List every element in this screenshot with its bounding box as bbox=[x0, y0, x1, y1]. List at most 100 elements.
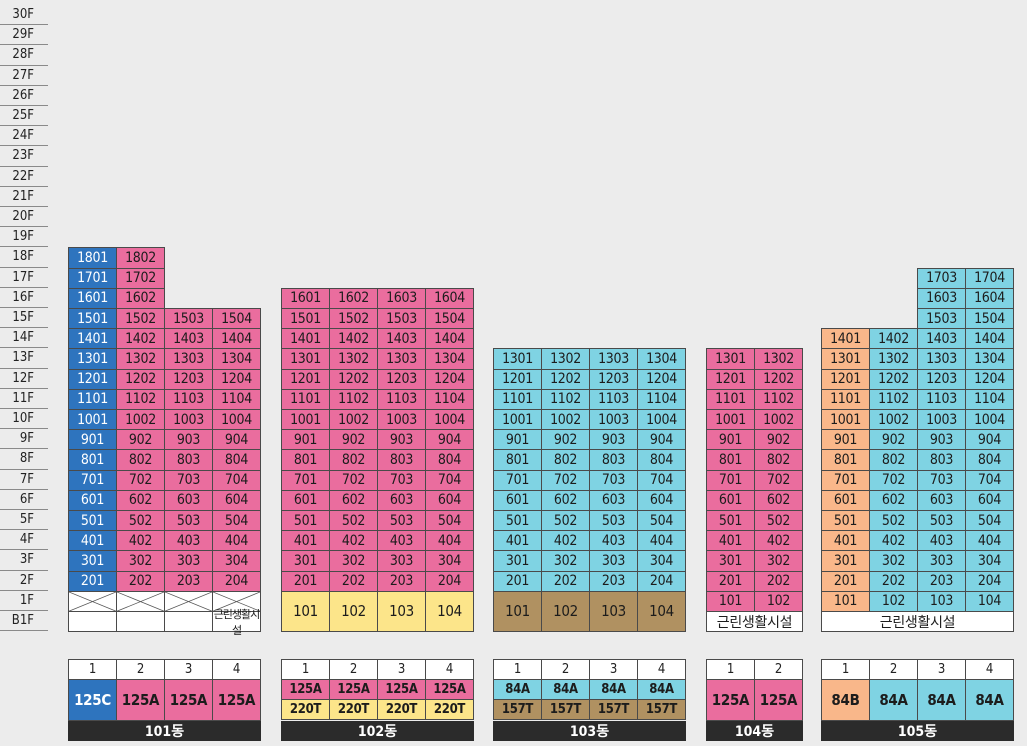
unit-cell[interactable]: 403 bbox=[377, 530, 426, 552]
unit-cell[interactable]: 1004 bbox=[637, 409, 686, 431]
unit-cell[interactable]: 1204 bbox=[212, 368, 261, 390]
unit-cell[interactable]: 702 bbox=[116, 469, 165, 491]
unit-cell[interactable]: 1004 bbox=[425, 409, 474, 431]
unit-cell[interactable]: 1003 bbox=[164, 409, 213, 431]
unit-cell[interactable]: 904 bbox=[637, 429, 686, 451]
unit-cell[interactable]: 704 bbox=[965, 469, 1014, 491]
unit-cell[interactable]: 1301 bbox=[706, 348, 755, 370]
unit-cell[interactable]: 1301 bbox=[821, 348, 870, 370]
unit-cell[interactable]: 1101 bbox=[493, 388, 542, 410]
unit-cell[interactable]: 1104 bbox=[425, 388, 474, 410]
unit-cell[interactable]: 302 bbox=[541, 550, 590, 572]
unit-cell[interactable]: 601 bbox=[281, 489, 330, 511]
unit-cell[interactable]: 1503 bbox=[917, 308, 966, 330]
unit-cell[interactable]: 1503 bbox=[164, 308, 213, 330]
unit-cell[interactable]: 101 bbox=[821, 590, 870, 612]
unit-cell[interactable]: 1301 bbox=[493, 348, 542, 370]
unit-cell[interactable]: 701 bbox=[706, 469, 755, 491]
unit-cell[interactable]: 102 bbox=[754, 590, 803, 612]
unit-cell[interactable]: 302 bbox=[869, 550, 918, 572]
unit-cell[interactable]: 501 bbox=[706, 510, 755, 532]
unit-cell[interactable]: 1002 bbox=[541, 409, 590, 431]
unit-cell[interactable]: 1401 bbox=[281, 328, 330, 350]
unit-cell[interactable]: 303 bbox=[589, 550, 638, 572]
unit-cell[interactable]: 202 bbox=[329, 570, 378, 592]
unit-cell[interactable]: 702 bbox=[541, 469, 590, 491]
unit-cell[interactable]: 801 bbox=[493, 449, 542, 471]
unit-cell[interactable]: 102 bbox=[869, 590, 918, 612]
unit-cell[interactable]: 903 bbox=[917, 429, 966, 451]
unit-cell[interactable]: 404 bbox=[425, 530, 474, 552]
unit-cell[interactable]: 703 bbox=[589, 469, 638, 491]
unit-cell[interactable]: 904 bbox=[425, 429, 474, 451]
unit-cell[interactable]: 1301 bbox=[281, 348, 330, 370]
unit-cell[interactable]: 1302 bbox=[754, 348, 803, 370]
unit-cell[interactable]: 1002 bbox=[869, 409, 918, 431]
unit-cell[interactable]: 1102 bbox=[869, 388, 918, 410]
unit-cell[interactable]: 201 bbox=[821, 570, 870, 592]
unit-cell[interactable]: 1201 bbox=[706, 368, 755, 390]
unit-cell[interactable]: 1602 bbox=[329, 287, 378, 309]
unit-cell[interactable]: 402 bbox=[869, 530, 918, 552]
unit-cell[interactable]: 904 bbox=[212, 429, 261, 451]
unit-cell[interactable]: 403 bbox=[917, 530, 966, 552]
unit-cell[interactable]: 1302 bbox=[116, 348, 165, 370]
unit-cell[interactable]: 1403 bbox=[377, 328, 426, 350]
unit-cell[interactable]: 601 bbox=[706, 489, 755, 511]
unit-cell[interactable]: 701 bbox=[281, 469, 330, 491]
unit-cell[interactable]: 101 bbox=[706, 590, 755, 612]
unit-cell[interactable]: 501 bbox=[281, 510, 330, 532]
unit-cell[interactable]: 104 bbox=[965, 590, 1014, 612]
unit-cell[interactable]: 1002 bbox=[754, 409, 803, 431]
unit-cell[interactable]: 1201 bbox=[281, 368, 330, 390]
unit-cell[interactable]: 1102 bbox=[116, 388, 165, 410]
unit-cell[interactable]: 304 bbox=[425, 550, 474, 572]
unit-cell[interactable]: 601 bbox=[68, 489, 117, 511]
unit-cell[interactable]: 1502 bbox=[116, 308, 165, 330]
unit-cell[interactable]: 401 bbox=[68, 530, 117, 552]
unit-cell[interactable]: 902 bbox=[329, 429, 378, 451]
unit-cell[interactable]: 1001 bbox=[68, 409, 117, 431]
unit-cell[interactable]: 302 bbox=[754, 550, 803, 572]
unit-cell[interactable]: 501 bbox=[821, 510, 870, 532]
duplex-unit-cell[interactable]: 101 bbox=[493, 590, 542, 633]
unit-cell[interactable]: 301 bbox=[281, 550, 330, 572]
unit-cell[interactable]: 1302 bbox=[869, 348, 918, 370]
unit-cell[interactable]: 304 bbox=[965, 550, 1014, 572]
unit-cell[interactable]: 1201 bbox=[821, 368, 870, 390]
unit-cell[interactable]: 903 bbox=[589, 429, 638, 451]
unit-cell[interactable]: 703 bbox=[377, 469, 426, 491]
unit-cell[interactable]: 1103 bbox=[917, 388, 966, 410]
unit-cell[interactable]: 301 bbox=[821, 550, 870, 572]
unit-cell[interactable]: 401 bbox=[281, 530, 330, 552]
unit-cell[interactable]: 901 bbox=[821, 429, 870, 451]
unit-cell[interactable]: 1101 bbox=[821, 388, 870, 410]
duplex-unit-cell[interactable]: 104 bbox=[425, 590, 474, 633]
unit-cell[interactable]: 702 bbox=[329, 469, 378, 491]
unit-cell[interactable]: 201 bbox=[281, 570, 330, 592]
unit-cell[interactable]: 1202 bbox=[869, 368, 918, 390]
unit-cell[interactable]: 1404 bbox=[425, 328, 474, 350]
unit-cell[interactable]: 402 bbox=[754, 530, 803, 552]
unit-cell[interactable]: 704 bbox=[637, 469, 686, 491]
unit-cell[interactable]: 601 bbox=[493, 489, 542, 511]
duplex-unit-cell[interactable]: 103 bbox=[377, 590, 426, 633]
unit-cell[interactable]: 1104 bbox=[637, 388, 686, 410]
duplex-unit-cell[interactable]: 104 bbox=[637, 590, 686, 633]
unit-cell[interactable]: 1302 bbox=[329, 348, 378, 370]
unit-cell[interactable]: 1203 bbox=[164, 368, 213, 390]
unit-cell[interactable]: 1003 bbox=[917, 409, 966, 431]
unit-cell[interactable]: 804 bbox=[212, 449, 261, 471]
unit-cell[interactable]: 1201 bbox=[68, 368, 117, 390]
unit-cell[interactable]: 301 bbox=[68, 550, 117, 572]
unit-cell[interactable]: 1402 bbox=[116, 328, 165, 350]
unit-cell[interactable]: 1103 bbox=[589, 388, 638, 410]
unit-cell[interactable]: 603 bbox=[917, 489, 966, 511]
unit-cell[interactable]: 404 bbox=[637, 530, 686, 552]
unit-cell[interactable]: 1504 bbox=[212, 308, 261, 330]
unit-cell[interactable]: 1104 bbox=[965, 388, 1014, 410]
unit-cell[interactable]: 702 bbox=[869, 469, 918, 491]
unit-cell[interactable]: 901 bbox=[68, 429, 117, 451]
unit-cell[interactable]: 302 bbox=[329, 550, 378, 572]
unit-cell[interactable]: 203 bbox=[917, 570, 966, 592]
